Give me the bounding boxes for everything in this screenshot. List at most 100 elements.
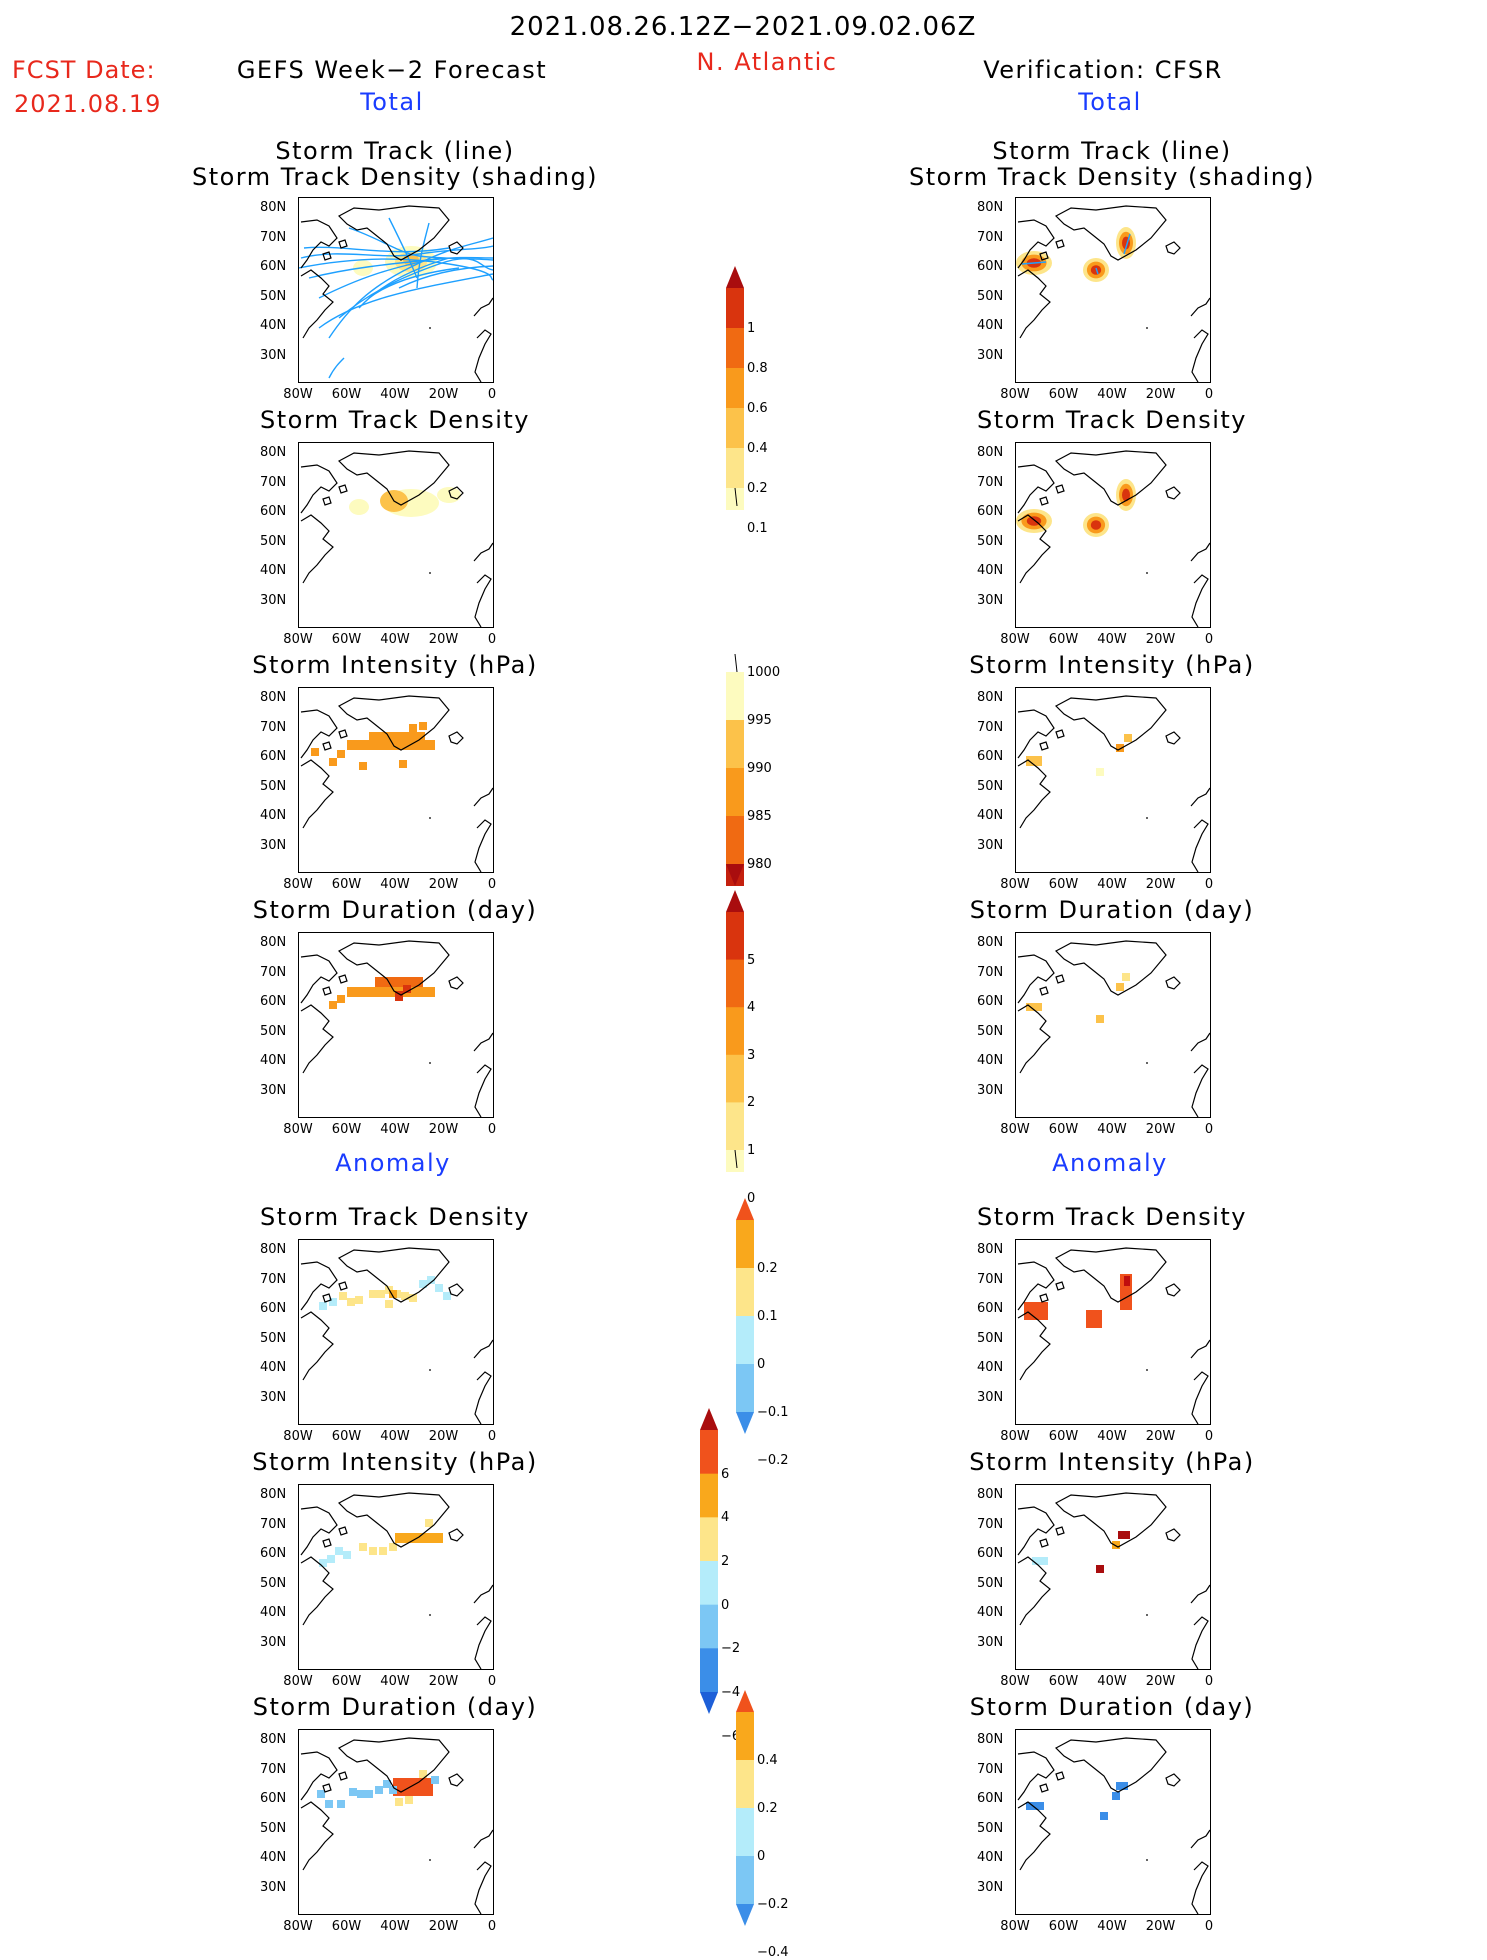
map-v-anom-intensity xyxy=(1015,1484,1211,1670)
lon-tick-label: 80W xyxy=(283,1674,313,1689)
heatmap-cell xyxy=(375,977,383,987)
panel-title: Storm Intensity (hPa) xyxy=(969,1448,1255,1476)
colorbar-cb-anom-duration xyxy=(736,1690,754,1926)
heatmap-cell xyxy=(1124,1276,1130,1286)
coastline xyxy=(338,1247,450,1303)
heatmap-cell xyxy=(337,995,345,1003)
colorbar-swatch xyxy=(700,1561,718,1606)
lat-tick-label: 80N xyxy=(260,1242,287,1257)
map-canvas xyxy=(300,450,493,627)
panel-title: Storm Track Density xyxy=(977,1203,1247,1231)
coastline xyxy=(473,1584,493,1604)
colorbar-label: 980 xyxy=(747,857,772,872)
colorbar-label: 0.1 xyxy=(747,521,768,536)
colorbar-label: 3 xyxy=(747,1047,756,1063)
lat-tick-label: 70N xyxy=(260,474,287,490)
lat-tick-label: 40N xyxy=(260,1360,287,1375)
heatmap-cell xyxy=(1124,734,1132,742)
lat-tick-label: 60N xyxy=(977,504,1004,519)
region-title: N. Atlantic xyxy=(696,48,838,76)
heatmap-cell xyxy=(359,1543,367,1551)
colorbar-bottom-end xyxy=(736,1904,754,1926)
lon-tick-label: 20W xyxy=(428,877,459,892)
colorbar-label: 985 xyxy=(747,809,772,824)
coastline xyxy=(300,1506,338,1556)
lat-tick-label: 60N xyxy=(977,1301,1004,1316)
heatmap-cell xyxy=(401,1292,409,1300)
lon-tick-label: 0 xyxy=(1204,1122,1214,1137)
lat-tick-label: 30N xyxy=(977,347,1004,363)
coastline xyxy=(1055,450,1167,506)
coastline xyxy=(1190,1584,1210,1604)
lon-tick-label: 0 xyxy=(487,1122,497,1137)
lat-tick-label: 50N xyxy=(260,1330,287,1346)
heatmap-cell xyxy=(435,1533,443,1543)
heatmap-cell xyxy=(443,1292,451,1300)
colorbar-label: −6 xyxy=(721,1728,741,1744)
heatmap-cell xyxy=(405,1796,413,1804)
lon-tick-label: 40W xyxy=(380,1122,410,1137)
heatmap-cell xyxy=(1096,1565,1104,1573)
lon-tick-label: 80W xyxy=(1000,1429,1030,1444)
lon-tick-label: 60W xyxy=(1048,387,1079,402)
coastline xyxy=(1039,986,1049,996)
lon-tick-label: 40W xyxy=(1097,877,1127,892)
coastline xyxy=(338,450,450,506)
coastline xyxy=(1191,1371,1209,1424)
panel-title: Storm Duration (day) xyxy=(252,896,538,924)
heatmap-cell xyxy=(347,987,355,997)
heatmap-cell xyxy=(355,987,363,997)
heatmap-cell xyxy=(339,1292,347,1300)
coastline xyxy=(300,1801,334,1871)
coastline xyxy=(322,1293,332,1303)
colorbar-cb-duration xyxy=(726,890,744,1172)
coastline xyxy=(448,731,464,745)
heatmap-cell xyxy=(371,987,379,997)
colorbar-label: 2 xyxy=(721,1554,730,1569)
coastline xyxy=(1039,251,1049,261)
heatmap-cell xyxy=(1122,973,1130,981)
heatmap-cell xyxy=(389,1290,397,1298)
coastline xyxy=(1017,759,1051,829)
colorbar-label: −0.2 xyxy=(757,1897,789,1912)
forecast-title: GEFS Week−2 Forecast xyxy=(236,56,548,84)
lat-tick-label: 80N xyxy=(977,1487,1004,1502)
storm-track-line xyxy=(328,237,493,339)
heatmap-cell xyxy=(399,760,407,768)
lon-tick-label: 0 xyxy=(1204,1919,1214,1934)
colorbar-label: 0.4 xyxy=(747,441,768,456)
lat-tick-label: 60N xyxy=(260,1301,287,1316)
coastline xyxy=(338,239,348,249)
coastline xyxy=(1039,496,1049,506)
lon-tick-label: 20W xyxy=(428,1674,459,1689)
colorbar-swatch xyxy=(700,1648,718,1693)
lat-tick-label: 70N xyxy=(260,719,287,735)
lon-tick-label: 80W xyxy=(283,1429,313,1444)
heatmap-cell xyxy=(347,1298,355,1306)
coastline xyxy=(473,1339,493,1359)
coastline xyxy=(1017,1801,1051,1871)
colorbar-label: 990 xyxy=(747,761,772,776)
lat-tick-label: 60N xyxy=(260,994,287,1009)
colorbar-bottom-end xyxy=(734,487,738,507)
storm-track-line xyxy=(1021,261,1047,265)
heatmap-cell xyxy=(419,722,427,730)
lat-tick-label: 80N xyxy=(260,935,287,950)
heatmap-cell xyxy=(409,1294,417,1302)
density-blob xyxy=(349,499,369,515)
coastline xyxy=(322,251,332,261)
lon-tick-label: 20W xyxy=(428,1122,459,1137)
map-f-anom-duration xyxy=(298,1729,494,1915)
colorbar-swatch xyxy=(700,1430,718,1475)
lon-tick-label: 0 xyxy=(487,1674,497,1689)
verification-title: Verification: CFSR xyxy=(983,56,1223,84)
lon-tick-label: 60W xyxy=(331,632,362,647)
heatmap-cell xyxy=(395,1798,403,1806)
lat-tick-label: 60N xyxy=(260,1546,287,1561)
lon-tick-label: 80W xyxy=(283,1919,313,1934)
map-f-density xyxy=(298,442,494,628)
map-canvas xyxy=(300,1492,493,1669)
coastline xyxy=(338,729,348,739)
heatmap-cell xyxy=(403,1533,411,1543)
heatmap-cell xyxy=(387,987,395,997)
